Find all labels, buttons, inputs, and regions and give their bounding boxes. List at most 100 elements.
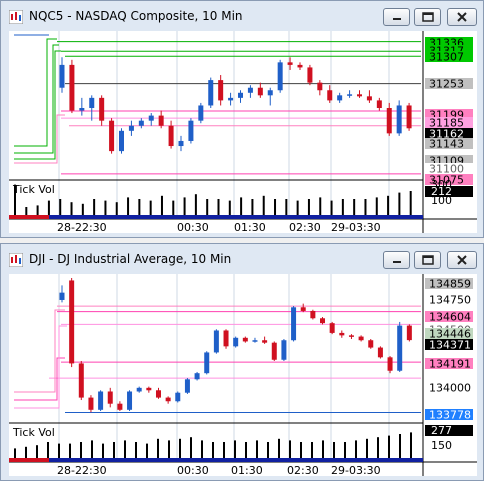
volume-bar: [307, 199, 310, 215]
candle-body: [257, 87, 263, 96]
chart-background: [9, 31, 477, 233]
candle-body: [128, 125, 134, 131]
candle-body: [406, 105, 412, 129]
time-axis-label: 00:30: [177, 221, 209, 233]
price-tag-label: 134371: [429, 339, 471, 352]
volume-bar: [14, 448, 16, 458]
candle-body: [204, 352, 210, 374]
time-axis-label: 00:30: [177, 464, 209, 476]
candle-body: [198, 105, 204, 121]
volume-bar: [70, 202, 73, 215]
candle-body: [233, 337, 239, 347]
candle-body: [59, 64, 65, 88]
volume-bar: [223, 442, 225, 458]
session-strip: [49, 215, 423, 219]
candle-body: [329, 323, 335, 333]
candle-body: [165, 397, 171, 402]
session-strip: [49, 458, 423, 462]
title-bar[interactable]: NQC5 - NASDAQ Composite, 10 Min: [1, 1, 483, 33]
volume-bar: [59, 199, 62, 215]
maximize-button[interactable]: [414, 8, 441, 26]
time-axis-label: 02:30: [287, 464, 319, 476]
step-line: [14, 38, 57, 147]
candle-body: [155, 390, 161, 398]
volume-bar: [113, 442, 115, 458]
volume-bar: [319, 197, 322, 215]
candle-body: [291, 307, 297, 341]
volume-axis-label: 277: [431, 424, 452, 437]
volume-bar: [333, 442, 335, 458]
close-button[interactable]: [447, 8, 477, 26]
volume-bar: [251, 199, 254, 215]
time-axis-label: 02:30: [289, 221, 321, 233]
step-line: [14, 44, 59, 154]
candle-body: [188, 120, 194, 141]
price-chart[interactable]: Tick Vol31336313173130731253311993118531…: [9, 31, 477, 234]
volume-bar: [245, 442, 247, 458]
volume-bar: [409, 191, 412, 215]
candle-body: [218, 80, 224, 101]
candle-body: [194, 373, 200, 380]
step-line: [14, 309, 65, 393]
candle-body: [252, 340, 258, 342]
candle-body: [148, 115, 154, 121]
volume-bar: [388, 435, 390, 458]
session-strip: [9, 215, 49, 219]
step-line: [14, 50, 61, 160]
time-axis-label: 29-03:30: [331, 464, 381, 476]
candle-body: [79, 108, 85, 111]
time-axis-label: 01:30: [231, 464, 263, 476]
time-axis-label: 01:30: [234, 221, 266, 233]
maximize-button[interactable]: [414, 251, 441, 269]
chart-plot-area[interactable]: Tick Vol31336313173130731253311993118531…: [9, 31, 477, 234]
minimize-button[interactable]: [383, 251, 410, 269]
volume-bar: [127, 197, 130, 215]
price-tag-label: 31185: [429, 117, 464, 130]
volume-bar: [47, 200, 50, 215]
minimize-icon: [392, 261, 401, 263]
close-button[interactable]: [447, 251, 477, 269]
volume-bar: [212, 442, 214, 458]
candle-body: [307, 67, 313, 83]
candle-body: [59, 292, 65, 300]
chart-plot-area[interactable]: Tick Vol13485913475013460413450013444613…: [9, 274, 477, 477]
volume-bar: [364, 199, 367, 215]
price-tag: [425, 109, 473, 120]
price-tag: [425, 278, 473, 289]
minimize-button[interactable]: [383, 8, 410, 26]
volume-tag: [425, 186, 473, 197]
candle-body: [406, 325, 412, 341]
volume-bar: [102, 443, 104, 458]
candle-body: [119, 130, 124, 152]
volume-bar: [183, 197, 186, 215]
candle-body: [127, 391, 133, 410]
title-bar[interactable]: DJI - DJ Industrial Average, 10 Min: [1, 244, 483, 276]
step-line: [14, 357, 65, 401]
chart-app-icon: [9, 253, 23, 267]
price-tag-label: 31253: [429, 78, 464, 91]
price-chart[interactable]: Tick Vol13485913475013460413450013444613…: [9, 274, 477, 477]
volume-bar: [36, 445, 38, 458]
candle-body: [78, 363, 84, 398]
price-tag-label: 134446: [429, 328, 471, 341]
time-axis-label: 28-22:30: [57, 221, 107, 233]
candle-body: [242, 337, 248, 342]
candle-body: [238, 92, 243, 98]
chart-window-nasdaq: NQC5 - NASDAQ Composite, 10 Min Tick Vol…: [0, 0, 484, 238]
candle-body: [339, 332, 345, 336]
price-tag-label: 31100: [429, 163, 464, 176]
volume-label: Tick Vol: [12, 426, 55, 439]
price-tag: [425, 174, 473, 185]
volume-bar: [311, 442, 313, 458]
volume-bar: [262, 195, 265, 215]
volume-bar: [47, 442, 49, 458]
volume-bar: [201, 440, 203, 458]
volume-bar: [387, 195, 390, 215]
volume-axis-label: 150: [431, 439, 452, 452]
volume-axis-label: 100: [431, 194, 452, 207]
price-tag: [425, 155, 473, 166]
volume-bar: [157, 438, 159, 458]
volume-bar: [124, 440, 126, 458]
volume-bar: [256, 440, 258, 458]
price-tag: [425, 45, 473, 56]
